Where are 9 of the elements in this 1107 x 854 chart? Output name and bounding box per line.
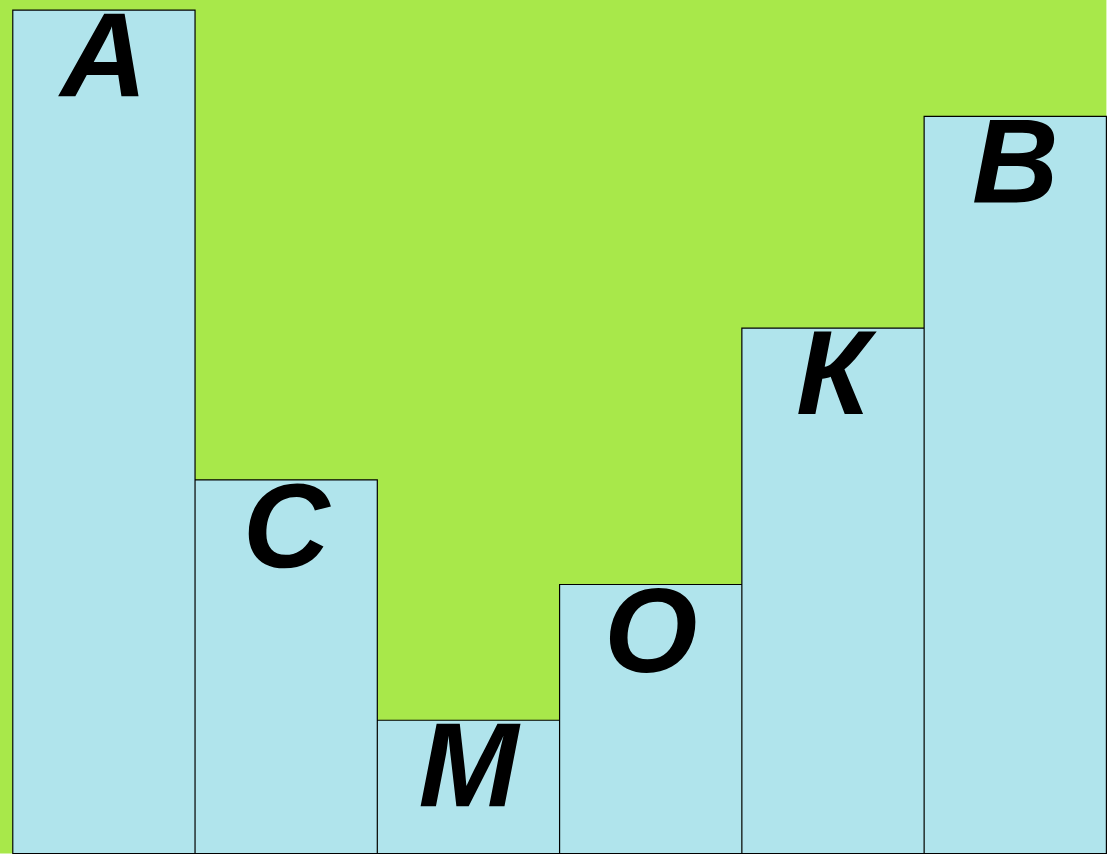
bar [12,9,196,854]
bar [741,327,925,854]
x-tick-label: В [974,119,1055,203]
x-tick-label: К [798,331,877,415]
x-tick-label: А [58,13,139,97]
x-tick-label: О [609,587,696,673]
bar [923,115,1107,854]
x-tick-label: С [248,483,331,569]
x-tick-label: М [420,723,521,807]
